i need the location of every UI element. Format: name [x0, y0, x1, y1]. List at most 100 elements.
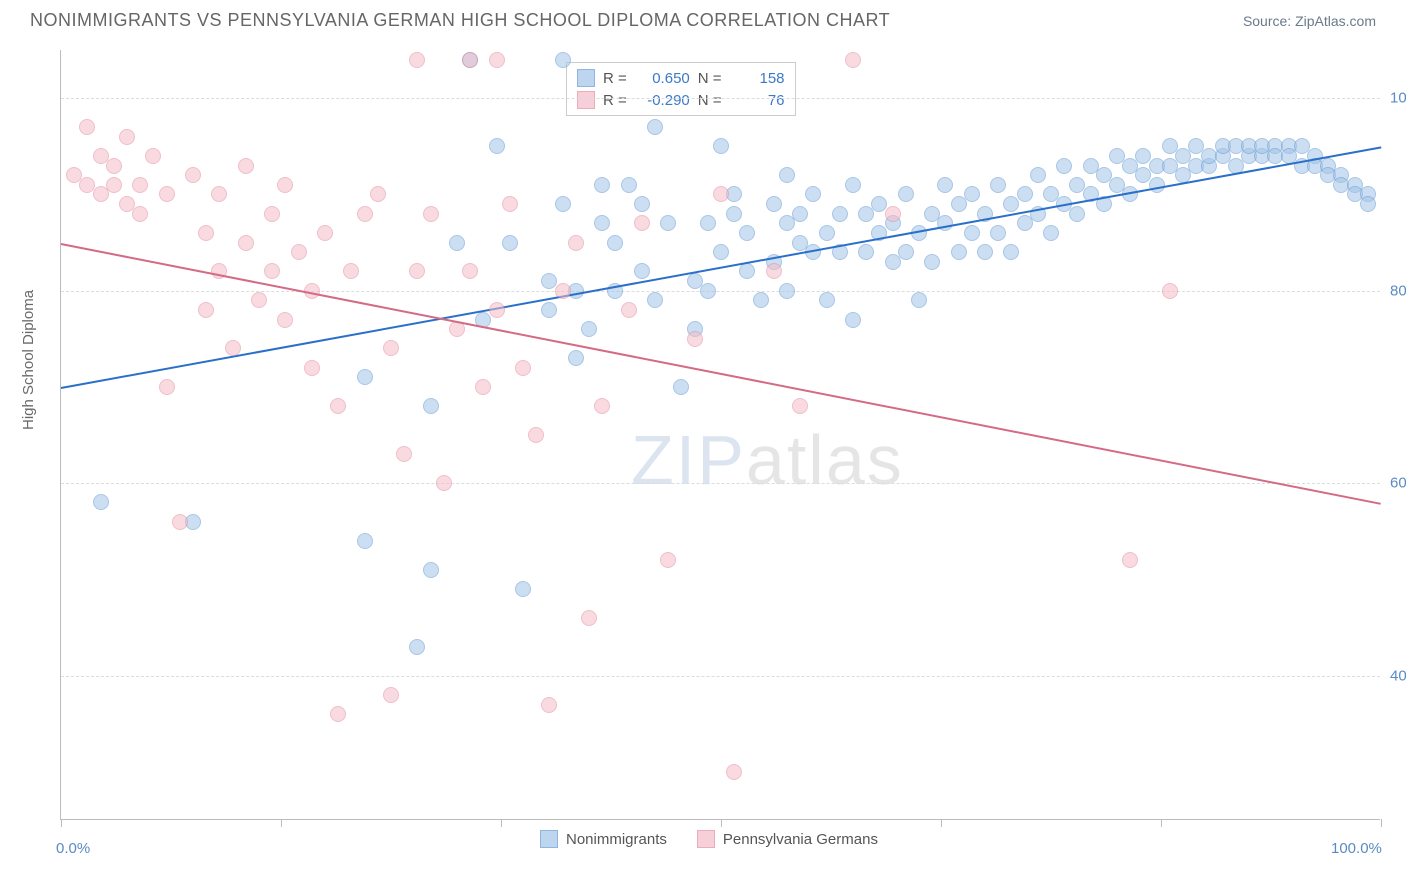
r-label: R = [603, 92, 627, 109]
data-point [634, 263, 650, 279]
data-point [396, 446, 412, 462]
data-point [911, 292, 927, 308]
data-point [383, 340, 399, 356]
y-axis-label: High School Diploma [20, 290, 37, 430]
data-point [568, 235, 584, 251]
plot-area: ZIPatlas R =0.650N =158R =-0.290N =76 40… [60, 50, 1380, 820]
data-point [555, 283, 571, 299]
x-tick-label: 100.0% [1331, 840, 1382, 857]
data-point [937, 177, 953, 193]
data-point [726, 764, 742, 780]
x-tick [1381, 819, 1382, 827]
data-point [964, 186, 980, 202]
data-point [964, 225, 980, 241]
data-point [647, 292, 663, 308]
data-point [555, 52, 571, 68]
data-point [225, 340, 241, 356]
n-value: 76 [730, 92, 785, 109]
data-point [726, 206, 742, 222]
data-point [502, 196, 518, 212]
data-point [119, 129, 135, 145]
series-legend: Nonimmigrants Pennsylvania Germans [540, 830, 878, 848]
data-point [634, 196, 650, 212]
data-point [555, 196, 571, 212]
gridline [61, 676, 1380, 677]
gridline [61, 483, 1380, 484]
data-point [159, 379, 175, 395]
r-value: 0.650 [635, 70, 690, 87]
data-point [673, 379, 689, 395]
data-point [330, 706, 346, 722]
data-point [528, 427, 544, 443]
data-point [581, 610, 597, 626]
data-point [198, 225, 214, 241]
legend-item: Pennsylvania Germans [697, 830, 878, 848]
data-point [739, 263, 755, 279]
data-point [277, 312, 293, 328]
y-tick-label: 100.0% [1390, 90, 1406, 107]
data-point [423, 562, 439, 578]
data-point [462, 52, 478, 68]
data-point [409, 639, 425, 655]
data-point [924, 254, 940, 270]
gridline [61, 98, 1380, 99]
data-point [132, 177, 148, 193]
data-point [713, 186, 729, 202]
legend-swatch [540, 830, 558, 848]
data-point [621, 302, 637, 318]
data-point [357, 369, 373, 385]
data-point [449, 235, 465, 251]
data-point [357, 206, 373, 222]
legend-row: R =-0.290N =76 [577, 89, 785, 111]
correlation-legend: R =0.650N =158R =-0.290N =76 [566, 62, 796, 116]
data-point [423, 206, 439, 222]
data-point [515, 581, 531, 597]
data-point [753, 292, 769, 308]
data-point [594, 215, 610, 231]
data-point [93, 494, 109, 510]
y-tick-label: 40.0% [1390, 667, 1406, 684]
data-point [1043, 225, 1059, 241]
data-point [132, 206, 148, 222]
data-point [1030, 167, 1046, 183]
data-point [660, 215, 676, 231]
data-point [977, 244, 993, 260]
data-point [845, 177, 861, 193]
data-point [1056, 158, 1072, 174]
data-point [594, 398, 610, 414]
n-label: N = [698, 92, 722, 109]
data-point [621, 177, 637, 193]
data-point [145, 148, 161, 164]
data-point [568, 350, 584, 366]
data-point [1360, 196, 1376, 212]
legend-swatch [577, 69, 595, 87]
data-point [264, 263, 280, 279]
data-point [330, 398, 346, 414]
data-point [634, 215, 650, 231]
data-point [317, 225, 333, 241]
data-point [713, 244, 729, 260]
data-point [489, 302, 505, 318]
data-point [462, 263, 478, 279]
data-point [159, 186, 175, 202]
data-point [198, 302, 214, 318]
data-point [357, 533, 373, 549]
data-point [489, 138, 505, 154]
data-point [541, 697, 557, 713]
data-point [291, 244, 307, 260]
data-point [700, 283, 716, 299]
watermark: ZIPatlas [631, 420, 904, 500]
data-point [1122, 552, 1138, 568]
data-point [713, 138, 729, 154]
legend-label: Nonimmigrants [566, 831, 667, 848]
data-point [805, 186, 821, 202]
data-point [660, 552, 676, 568]
data-point [541, 302, 557, 318]
data-point [990, 177, 1006, 193]
data-point [383, 687, 399, 703]
data-point [343, 263, 359, 279]
data-point [845, 312, 861, 328]
trend-line [61, 146, 1381, 389]
data-point [370, 186, 386, 202]
data-point [898, 186, 914, 202]
